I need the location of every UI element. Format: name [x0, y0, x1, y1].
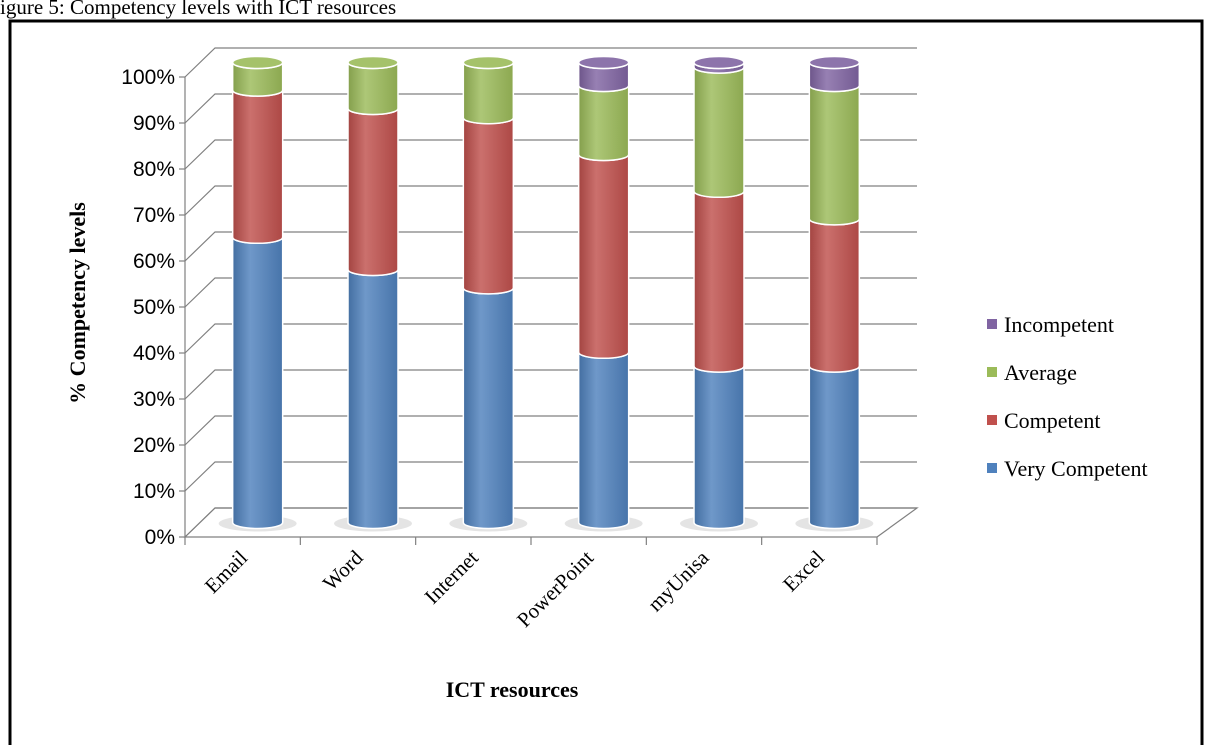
bar-top-cap [693, 55, 745, 70]
legend-swatch [987, 463, 997, 473]
bars [218, 55, 874, 532]
gridline [184, 47, 917, 78]
bar-top-cap [577, 55, 630, 70]
y-tick-label: 80% [133, 158, 175, 181]
chart-frame [8, 19, 1204, 745]
chart-walls [183, 77, 919, 538]
bar-segment-competent [577, 154, 630, 360]
gridline [184, 507, 917, 538]
legend-swatch [987, 319, 997, 329]
gridline [184, 139, 917, 170]
legend-swatch [987, 367, 997, 377]
bar-top-cap [347, 55, 399, 70]
figure-caption: igure 5: Competency levels with ICT reso… [0, 0, 396, 19]
gridline [184, 185, 917, 216]
bar-segment-very-competent [347, 269, 399, 530]
legend-swatch [987, 415, 997, 425]
gridline [184, 369, 917, 400]
x-tick-label: Internet [420, 545, 483, 608]
gridline [184, 93, 917, 124]
legend-label: Incompetent [1004, 312, 1114, 337]
gridlines [179, 47, 917, 545]
x-axis-title: ICT resources [446, 677, 579, 702]
bar-segment-very-competent [808, 365, 861, 530]
y-axis-ticks: 0% 10% 20% 30% 40% 50% 60% 70% 80% 90% 100% [121, 66, 175, 549]
gridline [184, 277, 917, 308]
bar-top-cap [808, 55, 861, 70]
x-tick-label: myUnisa [643, 545, 714, 616]
y-tick-label: 10% [133, 480, 175, 503]
gridline [184, 323, 917, 354]
legend-item: Competent [987, 408, 1101, 433]
y-tick-label: 70% [133, 204, 175, 227]
legend-item: Average [987, 360, 1077, 385]
bar-segment-very-competent [462, 287, 515, 530]
x-axis-labels: Email Word Internet PowerPoint myUnisa Excel [200, 545, 829, 632]
bar-segment-average [808, 85, 861, 226]
x-tick-label: Word [318, 545, 368, 595]
legend-item: Incompetent [987, 312, 1114, 337]
y-tick-label: 90% [133, 112, 175, 135]
y-tick-label: 50% [133, 296, 175, 319]
bar-segment-very-competent [693, 365, 745, 530]
bar-segment-competent [231, 89, 284, 245]
gridline [184, 231, 917, 262]
x-tick-label: Email [200, 545, 253, 598]
bar-segment-average [693, 66, 745, 199]
gridline [184, 461, 917, 492]
legend-label: Competent [1004, 408, 1101, 433]
bar-segment-average [347, 62, 399, 116]
y-axis-title: % Competency levels [65, 202, 90, 404]
gridline [184, 415, 917, 446]
legend-label: Very Competent [1004, 456, 1148, 481]
legend: Incompetent Average Competent Very Competen… [987, 312, 1148, 481]
legend-item: Very Competent [987, 456, 1148, 481]
bar-top-cap [462, 55, 515, 70]
bar-top-cap [231, 55, 284, 70]
x-tick-label: Excel [778, 545, 829, 596]
bar-segment-average [577, 85, 630, 162]
bar-segment-competent [347, 108, 399, 277]
bar-segment-competent [462, 117, 515, 295]
bar-segment-very-competent [577, 352, 630, 530]
bar-segment-competent [693, 191, 745, 373]
legend-label: Average [1004, 360, 1077, 385]
y-tick-label: 100% [121, 66, 175, 89]
x-tick-label: PowerPoint [512, 545, 598, 631]
y-tick-label: 30% [133, 388, 175, 411]
y-tick-label: 20% [133, 434, 175, 457]
bar-segment-average [462, 62, 515, 125]
y-tick-label: 40% [133, 342, 175, 365]
bar-segment-very-competent [231, 237, 284, 530]
y-tick-label: 0% [145, 526, 175, 549]
y-tick-label: 60% [133, 250, 175, 273]
bar-segment-competent [808, 218, 861, 373]
